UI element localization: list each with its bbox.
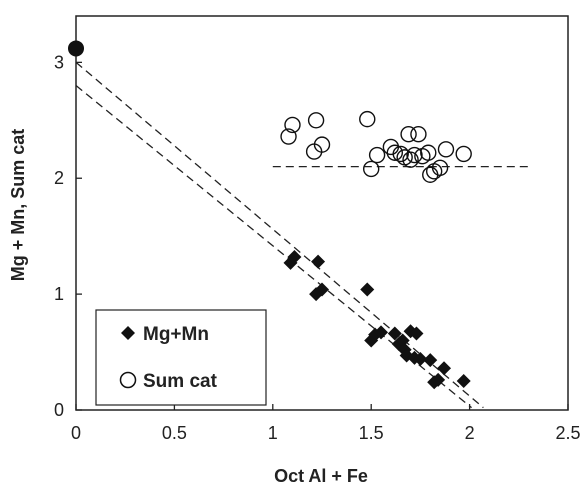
x-axis-title: Oct Al + Fe <box>274 466 368 486</box>
sum-cat-point <box>359 110 376 128</box>
sum-cat-point <box>402 151 419 168</box>
mg-mn-point <box>311 254 326 269</box>
sum-cat-point <box>368 146 386 164</box>
sum-cat-point <box>280 128 297 145</box>
y-tick-label: 3 <box>54 52 64 72</box>
sum-cat-point <box>410 125 427 143</box>
y-tick-label: 2 <box>54 168 64 188</box>
y-tick-label: 0 <box>54 400 64 420</box>
sum-cat-point <box>420 144 437 161</box>
legend-diamond-marker <box>121 326 135 340</box>
mg-mn-point <box>374 325 389 340</box>
x-tick-label: 2.5 <box>555 423 580 443</box>
sum-cat-point <box>400 125 417 143</box>
sum-cat-point <box>431 159 449 177</box>
legend: Mg+Mn Sum cat <box>95 309 267 406</box>
intercept-point <box>68 40 84 57</box>
plot-frame <box>75 15 569 411</box>
mg-mn-point <box>315 282 329 297</box>
plot-area <box>68 15 569 411</box>
mg-mn-point <box>387 326 402 341</box>
x-axis-ticks: 0 0.5 1 1.5 2 2.5 <box>71 404 581 443</box>
legend-label-mg-mn: Mg+Mn <box>143 324 209 345</box>
legend-circle-marker <box>119 371 137 389</box>
mg-mn-point <box>437 361 452 376</box>
sum-cat-point <box>313 136 331 153</box>
sum-cat-point <box>363 160 380 178</box>
reference-lines <box>75 61 529 409</box>
sum-cat-point <box>284 116 301 134</box>
x-tick-label: 1.5 <box>359 423 384 443</box>
mg-mn-point <box>423 353 438 368</box>
y-axis-title: Mg + Mn, Sum cat <box>8 129 28 282</box>
mg-mn-point <box>360 282 375 297</box>
dashed-reference-line <box>75 61 484 409</box>
x-tick-label: 0.5 <box>162 423 187 443</box>
sum-cat-point <box>455 145 472 163</box>
sum-cat-point <box>307 112 325 129</box>
sum-cat-point <box>386 144 404 161</box>
x-tick-label: 2 <box>465 423 475 443</box>
x-tick-label: 1 <box>268 423 278 443</box>
sum-cat-point <box>422 166 439 183</box>
mg-mn-point <box>287 250 302 265</box>
data-marks <box>68 40 472 390</box>
y-axis-ticks: 0 1 2 3 <box>54 52 82 420</box>
y-tick-label: 1 <box>54 284 64 304</box>
sum-cat-point <box>406 146 423 164</box>
x-tick-label: 0 <box>71 423 81 443</box>
mg-mn-point <box>431 372 446 387</box>
mg-mn-point <box>413 352 428 367</box>
sum-cat-point <box>437 141 455 158</box>
legend-label-sum-cat: Sum cat <box>143 371 218 392</box>
mg-mn-point <box>409 326 424 341</box>
dashed-reference-line <box>75 85 472 409</box>
legend-box <box>95 309 267 406</box>
mg-mn-point <box>395 333 410 348</box>
mg-mn-point <box>456 374 471 389</box>
sum-cat-point <box>392 145 409 163</box>
